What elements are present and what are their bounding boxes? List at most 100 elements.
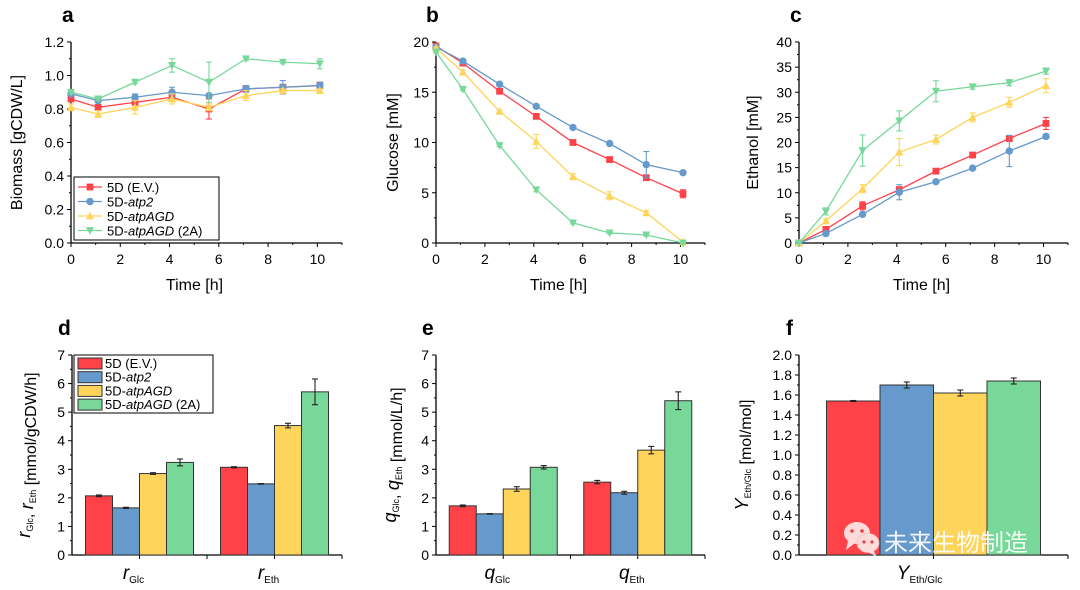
wechat-eye xyxy=(870,540,874,544)
category-label-sub: Eth xyxy=(630,575,645,586)
x-tick-label: 2 xyxy=(116,251,124,267)
legend-label-italic: atpAGD xyxy=(126,397,172,412)
marker-circle xyxy=(895,188,903,196)
panel-a: a 0.0 0.2 0.4 0.6 0.8 1.0 1.2 0 2 4 6 8 10 Time [h] Bio… xyxy=(9,4,343,294)
legend-label-italic: atp2 xyxy=(128,195,154,210)
series-line xyxy=(70,89,320,115)
category-label: qGlc xyxy=(484,563,510,586)
legend-label: 5D-atpAGD xyxy=(107,209,174,224)
series-5d-atp2 xyxy=(432,43,687,179)
y-axis-title-part: , xyxy=(386,490,403,499)
marker-circle xyxy=(605,139,614,148)
y-tick-label: 5 xyxy=(421,404,429,420)
x-tick-label: 10 xyxy=(673,251,689,267)
marker-triangle-up xyxy=(131,102,140,111)
y-tick-label: 0 xyxy=(421,547,429,563)
marker-circle xyxy=(932,177,940,186)
marker-triangle-down xyxy=(532,186,541,195)
y-axis-title-part: Eth xyxy=(394,467,404,481)
x-axis-title: Time [h] xyxy=(530,277,587,294)
legend-label-part: (2A) xyxy=(172,397,200,412)
y-tick-label: 3 xyxy=(57,461,65,477)
category-label: qEth xyxy=(619,563,645,586)
y-axis-title: YEth/Glc [mol/mol] xyxy=(732,400,755,511)
marker-triangle-up xyxy=(895,147,904,156)
legend-label-part: 5D- xyxy=(107,195,128,210)
y-tick-label: 25 xyxy=(776,109,792,125)
marker-triangle-down xyxy=(568,219,577,228)
y-tick-label: 3 xyxy=(421,461,429,477)
marker-triangle-up xyxy=(568,172,577,181)
series-5d-atpagd xyxy=(432,43,687,246)
marker-triangle-up xyxy=(605,191,614,200)
category-label-sub: Glc xyxy=(129,575,144,586)
category-label: rEth xyxy=(258,563,279,586)
series-line xyxy=(435,51,684,244)
marker-triangle-down xyxy=(67,88,75,97)
series-5d-e-v- xyxy=(795,116,1050,247)
y-tick-label: 7 xyxy=(421,347,429,363)
bar xyxy=(529,466,558,556)
series-5d-atpagd xyxy=(795,78,1050,247)
series-line xyxy=(70,58,320,100)
y-tick-label: 0 xyxy=(784,235,792,251)
series-5d-atpagd xyxy=(67,86,324,118)
panel-letter: f xyxy=(786,317,794,340)
legend-label: 5D-atpAGD (2A) xyxy=(105,397,200,412)
marker-circle xyxy=(968,164,977,172)
x-tick-label: 0 xyxy=(432,251,440,267)
marker-triangle-up xyxy=(278,86,287,94)
marker-triangle-up xyxy=(458,67,467,76)
x-tick-label: 2 xyxy=(481,251,489,267)
panel-f: f0.00.20.40.60.81.01.21.41.61.82.0YEth/G… xyxy=(732,317,1069,586)
y-axis-title-part: q xyxy=(380,513,400,523)
category-label-sub: Eth xyxy=(264,575,279,586)
y-tick-label: 35 xyxy=(776,59,792,75)
marker-circle xyxy=(532,102,540,111)
wechat-bubble-small xyxy=(856,533,880,553)
bar xyxy=(85,495,113,556)
legend-label-italic: atpAGD xyxy=(126,383,172,398)
panel-b: b 0 5 10 15 20 0 2 4 6 8 10 Time [h] Glucose [mM] xyxy=(385,4,706,294)
legend-label-part: 5D- xyxy=(105,397,126,412)
marker-square xyxy=(932,167,940,175)
y-tick-label: 20 xyxy=(776,135,792,151)
marker-triangle-up xyxy=(642,208,651,217)
marker-square xyxy=(1042,120,1050,127)
marker-triangle-up xyxy=(67,102,75,111)
category-label-main: q xyxy=(484,563,495,584)
y-axis-title-part: Eth xyxy=(28,490,38,504)
marker-square xyxy=(606,156,614,163)
legend-swatch xyxy=(77,398,103,411)
y-axis-title-part: Y xyxy=(732,496,752,510)
marker-circle xyxy=(1005,147,1014,155)
y-tick-label: 0.2 xyxy=(773,527,793,543)
bar xyxy=(610,492,639,556)
marker-triangle-down xyxy=(458,85,467,94)
marker-triangle-up xyxy=(858,184,867,193)
marker-square xyxy=(86,183,94,191)
panel-letter: d xyxy=(58,317,71,340)
marker-triangle-down xyxy=(642,231,651,240)
marker-triangle-up xyxy=(968,112,977,121)
y-tick-label: 1.0 xyxy=(45,68,65,84)
series-line xyxy=(798,85,1047,244)
bar xyxy=(475,513,504,556)
legend-label-part: (E.V.) xyxy=(127,180,159,195)
marker-triangle-up xyxy=(1005,97,1014,106)
category-label: rGlc xyxy=(123,563,144,586)
marker-triangle-up xyxy=(495,106,504,115)
y-tick-label: 6 xyxy=(421,376,429,392)
y-tick-label: 1.0 xyxy=(773,447,793,463)
x-tick-label: 4 xyxy=(166,251,174,267)
x-tick-label: 6 xyxy=(215,251,223,267)
y-tick-label: 4 xyxy=(57,433,65,449)
watermark-text: 未来生物制造 xyxy=(884,529,1028,557)
y-axis-title-part: Glc xyxy=(391,499,401,513)
marker-triangle-up xyxy=(94,109,103,118)
marker-triangle-down xyxy=(605,229,614,238)
y-tick-label: 2 xyxy=(421,490,429,506)
marker-triangle-down xyxy=(858,147,867,155)
category-label-sub: Glc xyxy=(495,575,510,586)
